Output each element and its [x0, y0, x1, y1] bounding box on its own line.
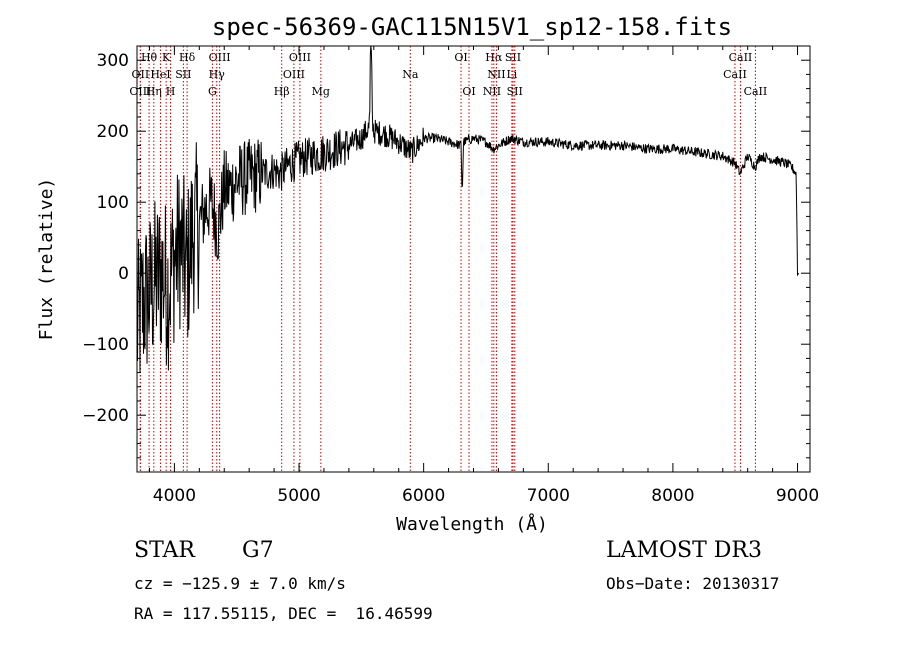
plot-frame	[136, 45, 811, 473]
marker-label: OIII	[129, 85, 151, 98]
marker-label: Na	[402, 68, 419, 81]
x-axis-ticks: 4000 5000 6000 7000 8000 9000	[148, 46, 819, 506]
marker-label: OIII	[289, 51, 311, 64]
survey-name: LAMOST DR3	[606, 538, 762, 563]
x-tick-label: 9000	[776, 486, 819, 506]
x-tick-label: 6000	[402, 486, 445, 506]
coordinates: RA = 117.55115, DEC = 16.46599	[134, 604, 433, 623]
marker-label: OIII	[283, 68, 305, 81]
object-subclass: G7	[242, 538, 274, 563]
x-axis-label: Wavelength (Å)	[396, 513, 548, 535]
marker-label: Hβ	[274, 85, 290, 98]
marker-label: Hθ	[141, 51, 158, 64]
object-class: STAR	[134, 538, 195, 563]
flux-series	[136, 45, 800, 373]
marker-label: Li	[506, 68, 517, 81]
marker-label: OI	[462, 85, 475, 98]
y-tick-label: 100	[97, 193, 129, 213]
y-tick-label: 300	[97, 51, 129, 71]
y-tick-label: 200	[97, 122, 129, 142]
redshift-value: cz = −125.9 ± 7.0 km/s	[134, 574, 346, 593]
marker-label: OI	[454, 51, 467, 64]
chart-title: spec-56369-GAC115N15V1_sp12-158.fits	[212, 13, 732, 41]
x-tick-label: 4000	[153, 486, 196, 506]
marker-label: OIII	[209, 51, 231, 64]
x-tick-label: 5000	[277, 486, 320, 506]
x-tick-label: 8000	[651, 486, 694, 506]
marker-label: Hη	[146, 85, 162, 98]
marker-label: HeI	[150, 68, 170, 81]
marker-label: CaII	[723, 68, 747, 81]
y-tick-label: −100	[82, 335, 129, 355]
marker-label: SII	[505, 51, 521, 64]
flux-line	[136, 45, 800, 373]
marker-label: Hα	[485, 51, 503, 64]
marker-label: CaII	[744, 85, 768, 98]
marker-label: G	[208, 85, 217, 98]
marker-label: Hδ	[179, 51, 196, 64]
x-tick-label: 7000	[527, 486, 570, 506]
marker-label: SII	[507, 85, 523, 98]
y-axis-ticks: −200 −100 0 100 200 300	[82, 45, 810, 459]
observation-date: Obs−Date: 20130317	[606, 574, 780, 593]
marker-label: NII	[487, 68, 505, 81]
y-tick-label: −200	[82, 406, 129, 426]
y-axis-label: Flux (relative)	[36, 178, 57, 341]
marker-label: SII	[175, 68, 191, 81]
marker-label: Hγ	[209, 68, 226, 81]
marker-label: CaII	[729, 51, 753, 64]
marker-label: NII	[483, 85, 501, 98]
marker-label: Mg	[312, 85, 330, 98]
marker-label: K	[162, 51, 171, 64]
marker-label: H	[166, 85, 176, 98]
y-tick-label: 0	[118, 264, 129, 284]
